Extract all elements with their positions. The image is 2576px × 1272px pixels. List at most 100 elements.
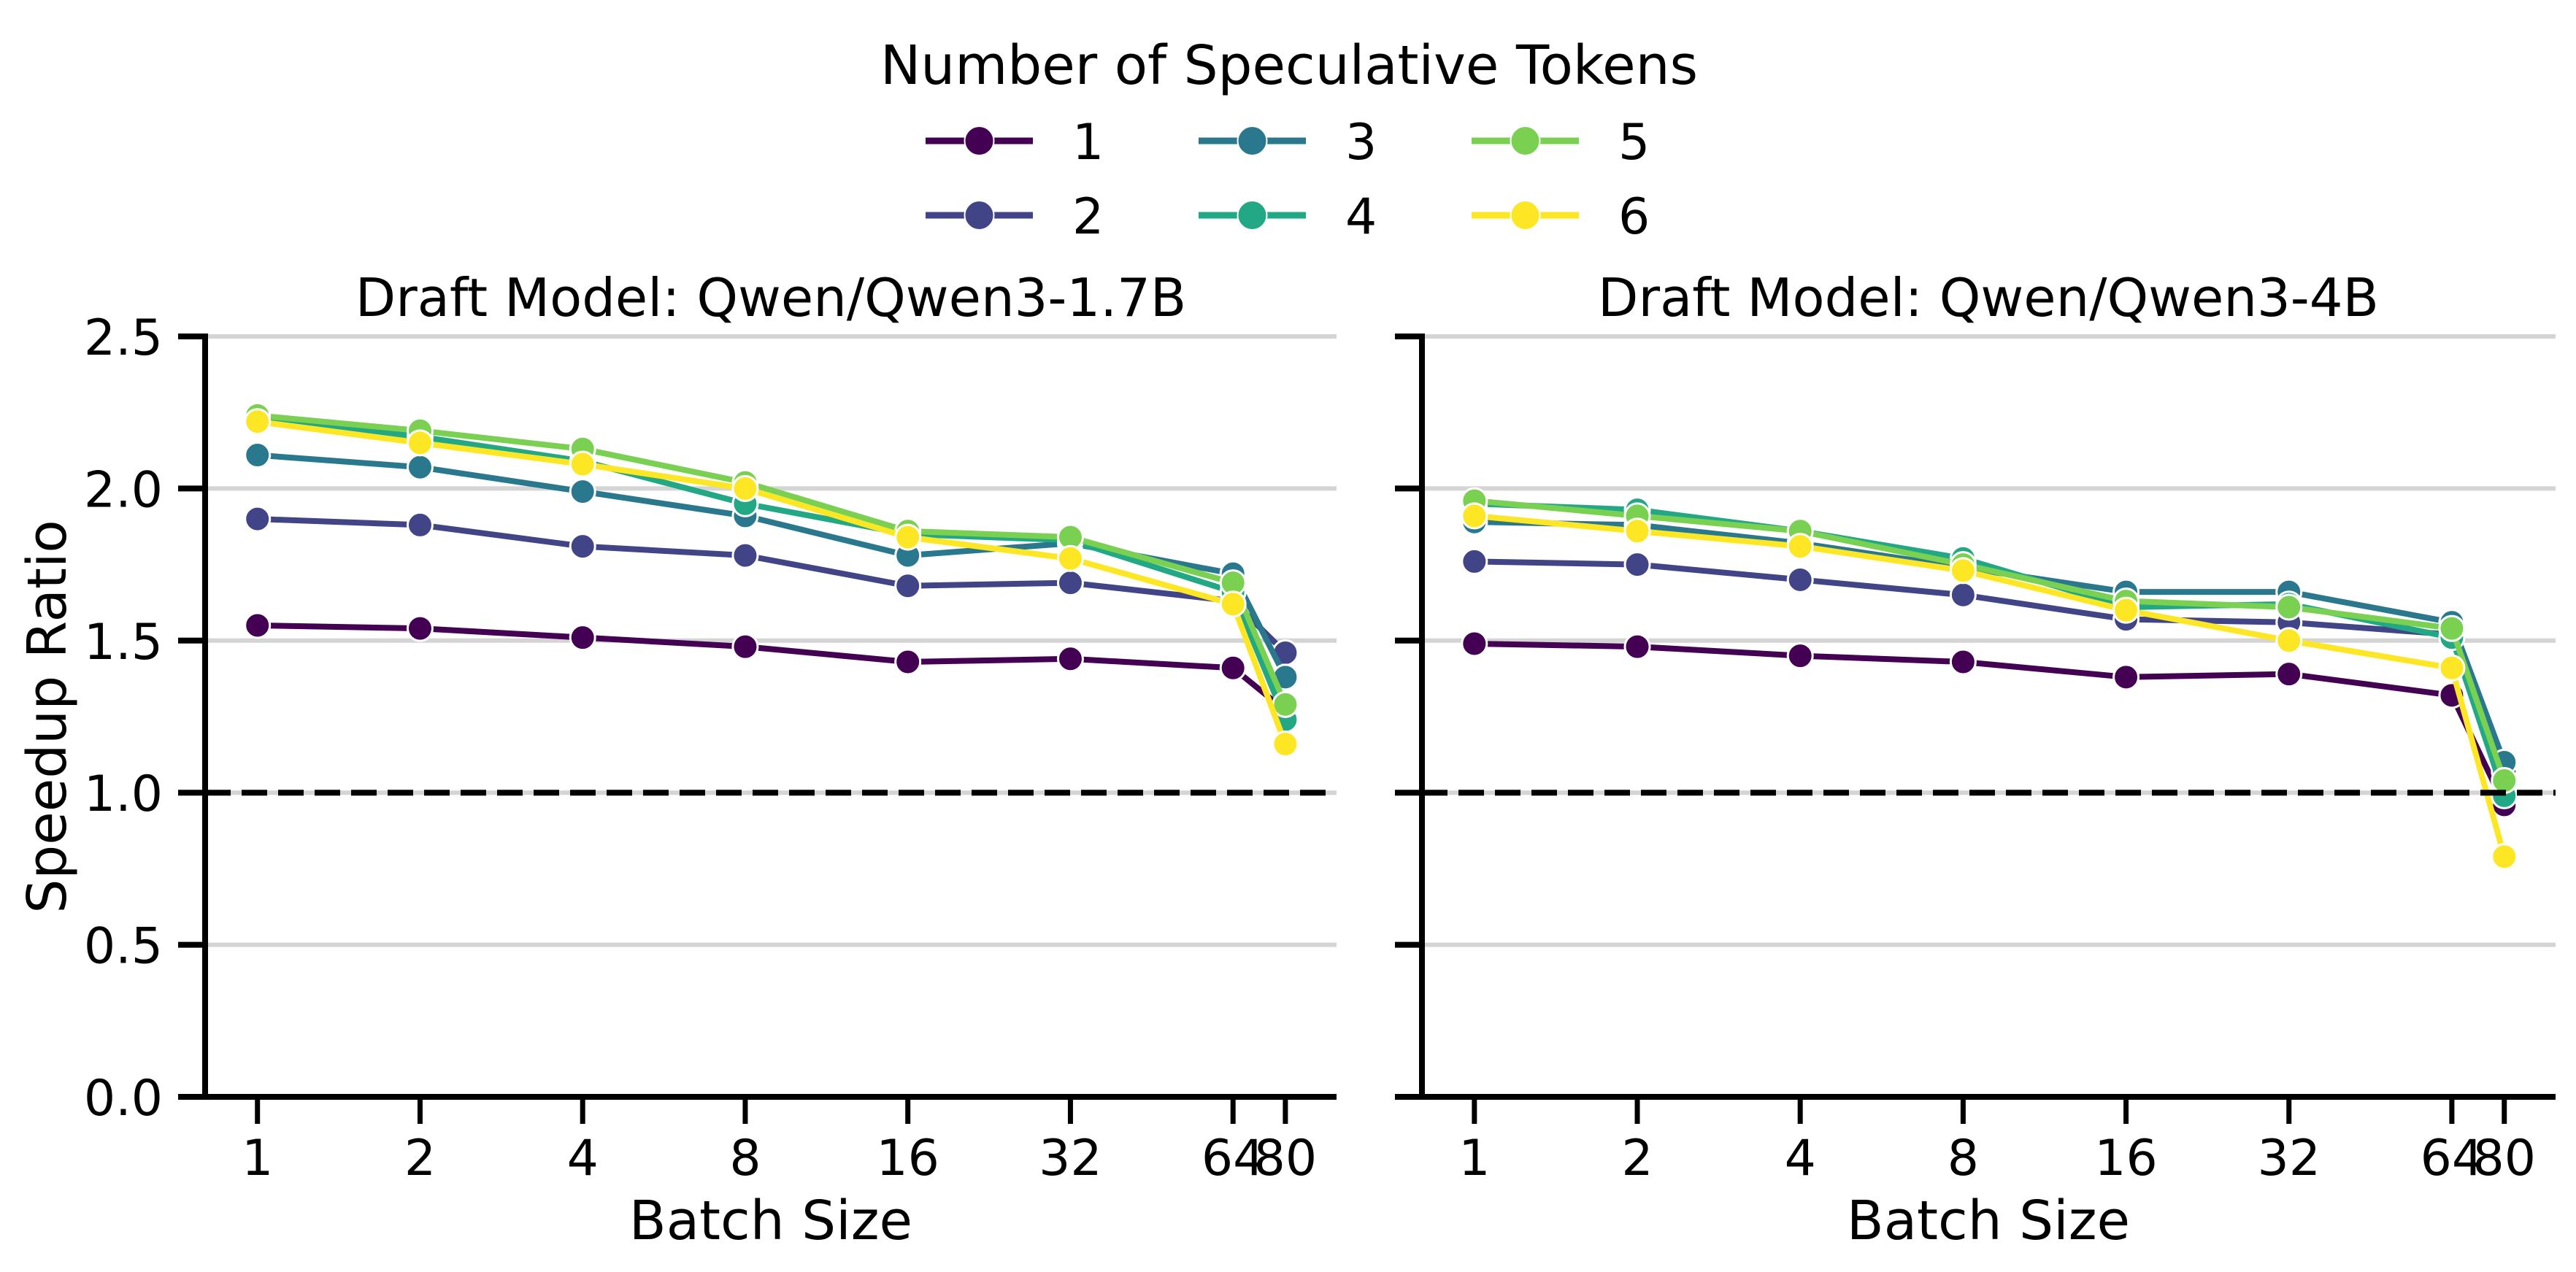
data-point [1056,569,1084,597]
series-line [254,412,1288,708]
data-point [2112,596,2140,624]
data-point [2438,614,2466,642]
series-line [254,452,1288,680]
y-tick-label: 1.0 [84,766,163,823]
series-6 [1461,502,2518,871]
data-point [1949,648,1977,676]
y-tick-label: 0.0 [84,1070,163,1128]
legend-label: 4 [1345,188,1377,246]
data-point [406,511,434,539]
legend: Number of Speculative Tokens 1 2 3 4 5 6 [880,34,1698,246]
legend-marker [1510,200,1541,231]
x-tick-label: 8 [729,1130,761,1187]
legend-marker [964,200,995,231]
series-6 [244,408,1299,758]
legend-marker [1237,200,1268,231]
x-tick-label: 2 [404,1130,436,1187]
x-tick-label: 1 [1458,1130,1490,1187]
y-axis-label: Speedup Ratio [16,520,79,913]
data-point [244,612,272,639]
data-point [1623,551,1651,579]
y-tick-label: 0.5 [84,918,163,976]
series-line [254,418,1288,747]
x-tick-label: 2 [1621,1130,1653,1187]
legend-item: 1 [926,114,1104,171]
x-tick-label: 4 [1785,1130,1816,1187]
series-group [244,401,1299,758]
legend-label: 5 [1618,114,1650,171]
x-axis-label: Batch Size [1847,1190,2130,1252]
legend-label: 6 [1618,188,1650,246]
data-point [406,614,434,642]
series-line [1471,641,2507,808]
series-group [1461,487,2518,871]
data-point [1056,544,1084,572]
legend-item: 3 [1199,114,1377,171]
series-3 [244,442,1299,691]
data-point [1219,590,1247,618]
data-point [2491,843,2518,871]
x-tick-label: 16 [2094,1130,2158,1187]
data-point [1949,581,1977,609]
y-ticks [1395,334,1422,1100]
x-tick-label: 64 [2421,1130,2484,1187]
legend-label: 3 [1345,114,1377,171]
x-tick-label: 8 [1948,1130,1979,1187]
data-point [244,505,272,533]
y-tick-label: 2.5 [84,309,163,367]
data-point [731,633,759,660]
series-line [1471,498,2507,784]
data-point [244,442,272,469]
y-tick-label: 1.5 [84,614,163,671]
data-point [1219,654,1247,682]
data-point [1461,630,1488,658]
x-axis-label: Batch Size [629,1190,912,1252]
y-tick-label: 2.0 [84,461,163,519]
data-point [244,408,272,436]
data-point [1786,642,1814,670]
series-1 [1461,630,2518,819]
legend-title: Number of Speculative Tokens [880,34,1698,97]
x-tick-label: 1 [242,1130,273,1187]
data-point [2112,663,2140,691]
data-point [569,478,596,506]
data-point [2438,654,2466,682]
data-point [1786,533,1814,560]
x-tick-label: 80 [2473,1130,2537,1187]
data-point [569,533,596,560]
legend-label: 1 [1072,114,1104,171]
series-line [1471,512,2507,860]
x-tick-label: 32 [1039,1130,1102,1187]
series-line [254,622,1288,714]
panel-title: Draft Model: Qwen/Qwen3-1.7B [355,267,1187,328]
legend-marker [1510,126,1541,156]
data-point [1461,547,1488,575]
data-point [894,523,922,551]
data-point [406,429,434,457]
x-tick-label: 16 [876,1130,939,1187]
data-point [1623,517,1651,545]
data-point [1272,731,1299,758]
legend-marker [964,126,995,156]
data-point [731,474,759,502]
series-line [254,415,1288,723]
legend-item: 5 [1472,114,1650,171]
legend-label: 2 [1072,188,1104,246]
data-point [1949,557,1977,585]
data-point [569,450,596,478]
data-point [2275,660,2303,688]
data-point [2275,593,2303,621]
x-tick-label: 32 [2257,1130,2321,1187]
y-ticks: 0.0 0.5 1.0 1.5 2.0 2.5 [84,309,205,1128]
data-point [1786,566,1814,593]
legend-item: 6 [1472,188,1650,246]
data-point [894,572,922,600]
legend-item: 2 [926,188,1104,246]
